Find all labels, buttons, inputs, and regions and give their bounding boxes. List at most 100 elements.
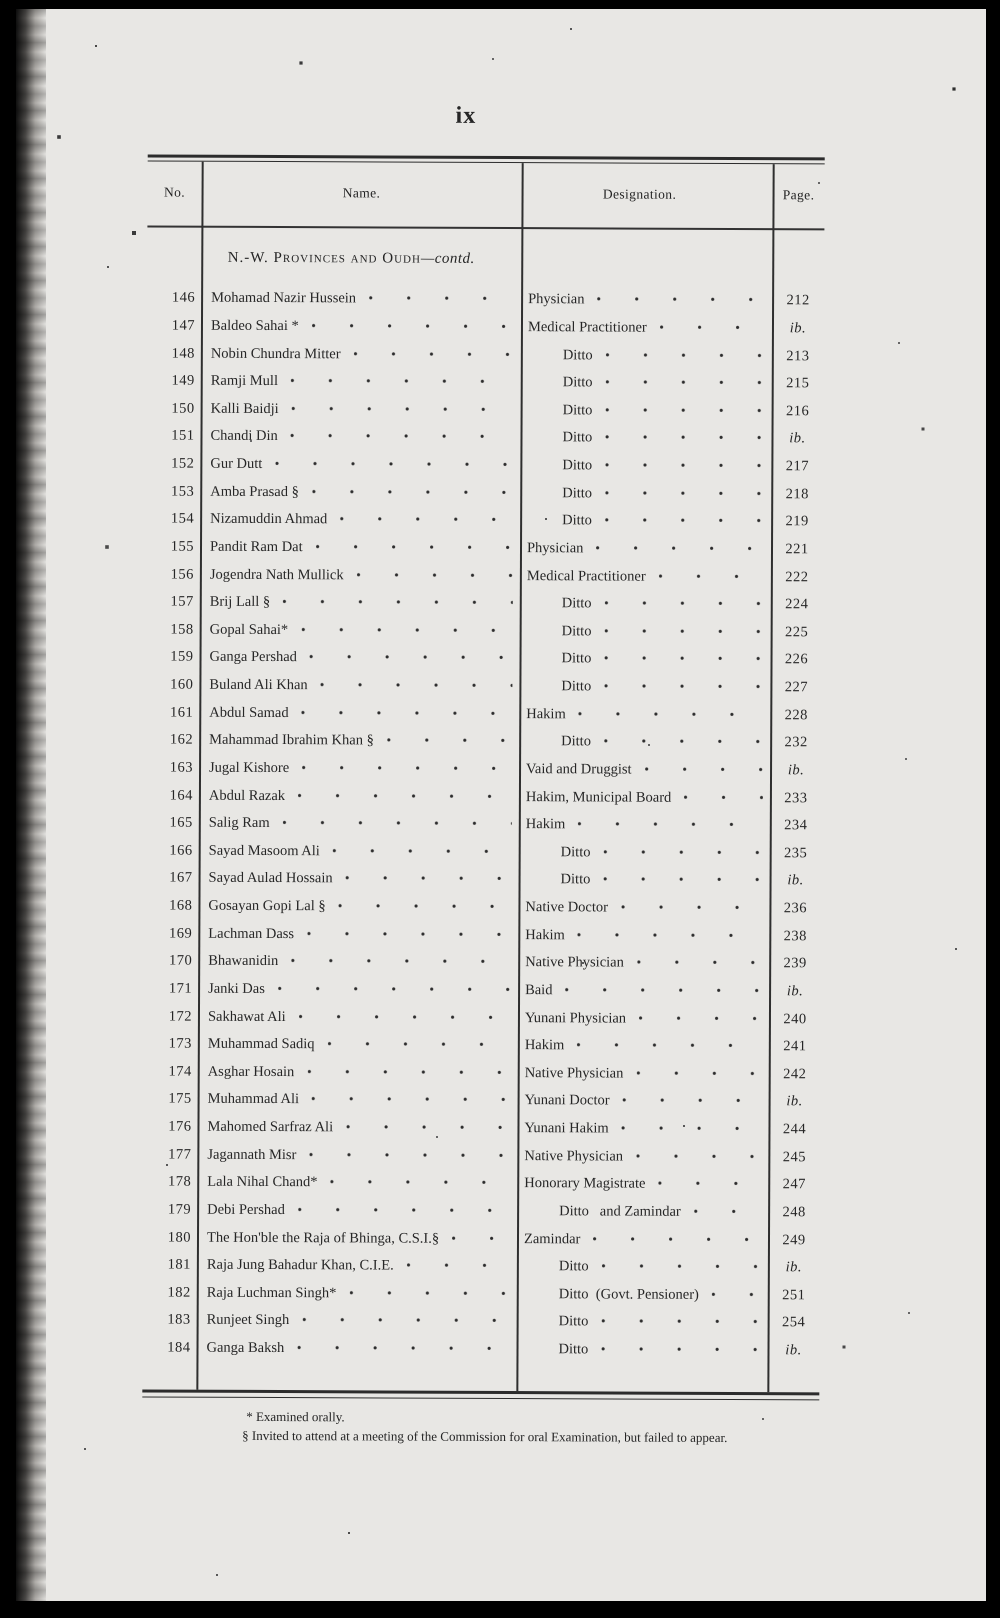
cell-designation: Ditto bbox=[519, 733, 770, 751]
cell-no: 156 bbox=[170, 566, 194, 583]
dot-leader bbox=[330, 1179, 511, 1186]
cell-designation: Ditto bbox=[520, 623, 771, 641]
dot-leader bbox=[312, 1096, 511, 1103]
dot-leader bbox=[406, 1262, 510, 1269]
name-text: Sayad Masoom Ali bbox=[208, 842, 320, 860]
cell-no: 165 bbox=[169, 814, 193, 831]
dot-leader bbox=[644, 766, 764, 773]
cell-designation: Ditto bbox=[521, 402, 772, 420]
table-top-rule-inner bbox=[147, 160, 825, 165]
table-row: 165 Salig Ram Hakim 234 bbox=[145, 809, 822, 840]
cell-designation: Hakim bbox=[518, 1037, 769, 1055]
header-underline-rule bbox=[147, 225, 825, 231]
binding-gutter-shadow bbox=[16, 9, 46, 1601]
cell-name: Brij Lall § bbox=[200, 594, 520, 612]
dot-leader bbox=[297, 1207, 511, 1213]
table-bottom-rule-inner bbox=[142, 1389, 820, 1395]
cell-name: Runjeet Singh bbox=[197, 1312, 517, 1330]
cell-page: ib. bbox=[786, 983, 804, 1000]
cell-name: Asghar Hosain bbox=[198, 1063, 518, 1081]
name-text: The Hon'ble the Raja of Bhinga, C.S.I.§ bbox=[206, 1229, 440, 1247]
dot-leader bbox=[636, 959, 763, 966]
dot-leader bbox=[327, 1041, 511, 1048]
cell-no: 157 bbox=[170, 593, 194, 610]
cell-page: 219 bbox=[785, 513, 809, 530]
cell-name: Muhammad Sadiq bbox=[198, 1036, 518, 1054]
designation-text: Yunani Doctor bbox=[524, 1092, 610, 1109]
name-text: Abdul Samad bbox=[209, 704, 289, 721]
name-text: Ramji Mull bbox=[210, 372, 279, 390]
designation-text: Ditto bbox=[558, 1258, 589, 1275]
cell-no: 182 bbox=[167, 1284, 191, 1301]
cell-designation: Ditto bbox=[519, 872, 770, 890]
cell-designation: Honorary Magistrate bbox=[517, 1175, 768, 1193]
column-header-page: Page. bbox=[782, 187, 815, 203]
name-text: Gur Dutt bbox=[210, 455, 263, 473]
name-text: Jagannath Misr bbox=[207, 1146, 297, 1163]
cell-designation: Hakim bbox=[519, 816, 770, 834]
designation-text: Ditto bbox=[562, 484, 593, 502]
dot-leader bbox=[452, 1235, 511, 1241]
cell-designation: Ditto and Zamindar bbox=[517, 1203, 768, 1221]
cell-page: 240 bbox=[783, 1010, 807, 1027]
dot-leader bbox=[353, 350, 514, 357]
dot-leader bbox=[636, 1070, 762, 1076]
table-row: 172 Sakhawat Ali Yunani Physician 240 bbox=[144, 1003, 821, 1034]
dot-leader bbox=[597, 296, 766, 303]
dot-leader bbox=[291, 958, 512, 965]
table-row: 158 Gopal Sahai* Ditto 225 bbox=[146, 616, 823, 647]
cell-page: ib. bbox=[787, 872, 804, 889]
cell-no: 178 bbox=[167, 1173, 192, 1190]
cell-no: 177 bbox=[168, 1146, 192, 1163]
name-text: Debi Pershad bbox=[207, 1201, 285, 1219]
dot-leader bbox=[291, 405, 514, 412]
dot-leader bbox=[604, 600, 764, 607]
footnotes: * Examined orally. § Invited to attend a… bbox=[242, 1407, 822, 1448]
cell-no: 155 bbox=[170, 538, 195, 555]
table-row: 183 Runjeet Singh Ditto 254 bbox=[143, 1307, 820, 1338]
designation-text: Physician bbox=[528, 291, 585, 308]
cell-designation: Ditto bbox=[520, 512, 771, 530]
dot-leader bbox=[693, 1208, 762, 1215]
table-row: 154 Nizamuddin Ahmad Ditto 219 bbox=[146, 505, 823, 536]
designation-text: Ditto bbox=[562, 457, 593, 474]
cell-designation: Hakim bbox=[518, 927, 769, 945]
column-header-no: No. bbox=[163, 184, 186, 200]
dot-leader bbox=[301, 626, 513, 633]
dot-leader bbox=[577, 932, 763, 938]
cell-name: Raja Jung Bahadur Khan, C.I.E. bbox=[197, 1257, 517, 1275]
name-text: Jogendra Nath Mullick bbox=[209, 566, 344, 583]
designation-text: Ditto bbox=[560, 871, 591, 888]
dot-leader bbox=[604, 683, 764, 690]
name-text: Runjeet Singh bbox=[206, 1312, 290, 1329]
cell-page: 238 bbox=[783, 927, 807, 945]
cell-designation: Ditto bbox=[520, 485, 771, 503]
dot-leader bbox=[711, 1291, 761, 1297]
cell-designation: Yunani Hakim bbox=[517, 1120, 768, 1138]
cell-designation: Yunani Doctor bbox=[518, 1093, 769, 1111]
cell-designation: Hakim, Municipal Board bbox=[519, 789, 770, 807]
dot-leader bbox=[311, 323, 514, 329]
table-row: 159 Ganga Pershad Ditto 226 bbox=[145, 644, 822, 675]
cell-name: Sayad Masoom Ali bbox=[199, 842, 519, 860]
cell-designation: Medical Practitioner bbox=[521, 319, 772, 337]
cell-page: 212 bbox=[786, 292, 810, 309]
table-row: 156 Jogendra Nath Mullick Medical Practiti… bbox=[146, 561, 823, 592]
cell-page: 213 bbox=[786, 347, 810, 364]
cell-no: 148 bbox=[171, 345, 195, 362]
dot-leader bbox=[622, 1097, 762, 1104]
cell-designation: Ditto bbox=[521, 347, 772, 365]
cell-designation: Ditto bbox=[517, 1258, 768, 1276]
cell-designation: Medical Practitioner bbox=[520, 568, 771, 586]
cell-name: Jugal Kishore bbox=[199, 760, 519, 778]
cell-page: 247 bbox=[782, 1176, 806, 1193]
designation-text: Hakim bbox=[525, 816, 566, 833]
dot-leader bbox=[601, 1346, 761, 1353]
table-row: 175 Muhammad Ali Yunani Doctor ib. bbox=[144, 1086, 821, 1117]
designation-text: Zamindar bbox=[523, 1230, 581, 1247]
page-folio: ix bbox=[455, 102, 477, 129]
column-header-name: Name. bbox=[342, 185, 381, 201]
dot-leader bbox=[605, 379, 765, 386]
cell-no: 166 bbox=[169, 842, 193, 859]
name-text: Mohamad Nazir Hussein bbox=[211, 290, 357, 307]
